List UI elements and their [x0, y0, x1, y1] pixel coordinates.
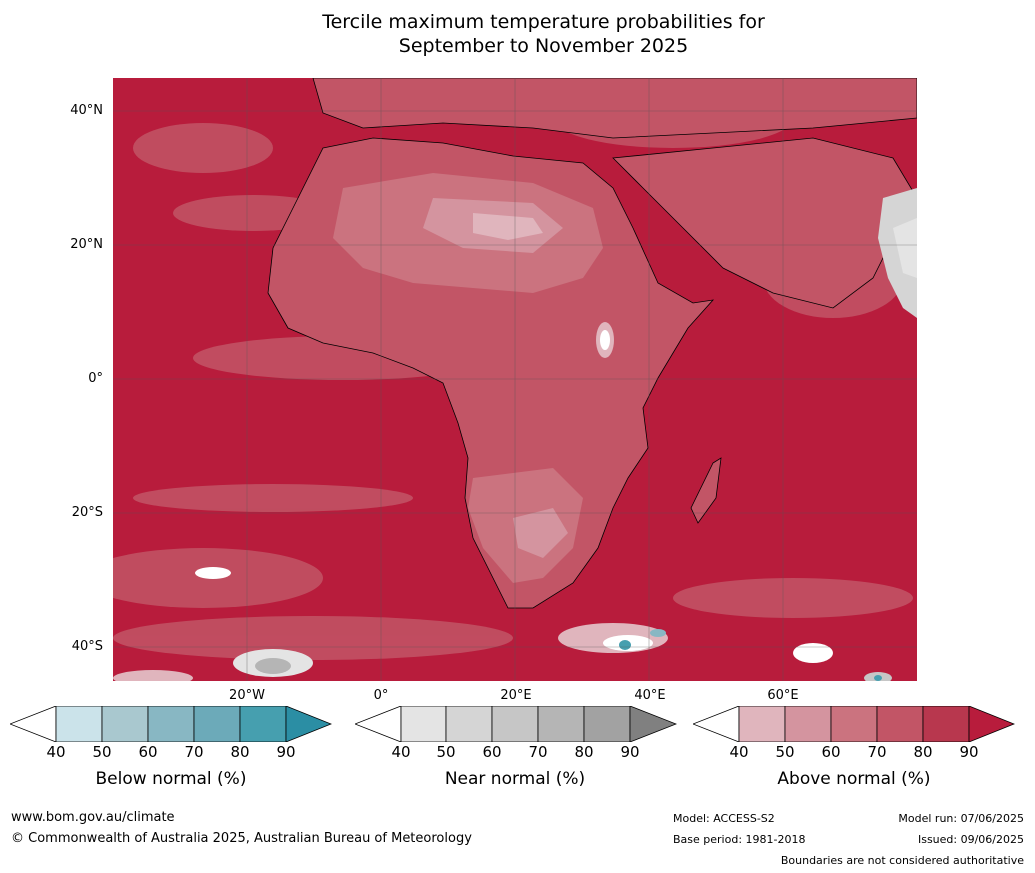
probability-map: [113, 78, 917, 681]
copyright-text: © Commonwealth of Australia 2025, Austra…: [11, 831, 472, 846]
model-name: Model: ACCESS-S2: [673, 812, 775, 825]
below-cbar-max-arrow: [285, 706, 332, 742]
southern-ocean-patches: [113, 567, 892, 681]
above-normal-colorbar: [693, 706, 1015, 742]
near-normal-colorbar: [355, 706, 677, 742]
southern-africa-core: [513, 508, 568, 558]
lon-label-60e: 60°E: [767, 688, 799, 703]
below-tick: 90: [276, 743, 296, 761]
map-canvas: [113, 78, 917, 681]
title-line-1: Tercile maximum temperature probabilitie…: [322, 11, 765, 33]
near-cbar-segment: [583, 706, 631, 742]
title-line-2: September to November 2025: [398, 35, 689, 57]
lon-label-40e: 40°E: [634, 688, 666, 703]
below-tick: 80: [230, 743, 250, 761]
below-normal-title: Below normal (%): [95, 769, 247, 789]
chart-title: Tercile maximum temperature probabilitie…: [0, 10, 1035, 58]
lat-label-20n: 20°N: [70, 237, 103, 252]
madagascar: [690, 457, 722, 524]
near-cbar-segment: [491, 706, 539, 742]
below-normal-colorbar: [10, 706, 332, 742]
india-near-normal-patch: [878, 188, 917, 318]
above-cbar-max-arrow: [968, 706, 1015, 742]
above-tick: 60: [821, 743, 841, 761]
above-cbar-segment: [922, 706, 970, 742]
below-cbar-segment: [193, 706, 241, 742]
below-cbar-segment: [101, 706, 149, 742]
lon-label-20e: 20°E: [500, 688, 532, 703]
near-tick: 50: [436, 743, 456, 761]
base-period: Base period: 1981-2018: [673, 833, 806, 846]
near-cbar-segment: [537, 706, 585, 742]
boundaries-disclaimer: Boundaries are not considered authoritat…: [780, 854, 1024, 867]
near-normal-title: Near normal (%): [444, 769, 586, 789]
model-run-date: Model run: 07/06/2025: [898, 812, 1024, 825]
near-tick: 40: [391, 743, 411, 761]
above-tick: 40: [729, 743, 749, 761]
issued-date: Issued: 09/06/2025: [917, 833, 1024, 846]
above-cbar-min-arrow: [693, 706, 740, 742]
near-tick: 60: [482, 743, 502, 761]
europe-landmass: [312, 78, 917, 139]
below-cbar-segment: [147, 706, 195, 742]
graticule: [113, 78, 917, 681]
lat-label-0: 0°: [88, 371, 103, 386]
near-cbar-segment: [445, 706, 493, 742]
above-cbar-segment: [830, 706, 878, 742]
above-tick: 80: [913, 743, 933, 761]
below-cbar-segment: [55, 706, 103, 742]
above-cbar-segment: [784, 706, 832, 742]
lon-label-0: 0°: [373, 688, 389, 703]
below-tick: 50: [92, 743, 112, 761]
east-africa-white-patch: [600, 330, 610, 350]
above-tick: 50: [775, 743, 795, 761]
near-tick: 90: [620, 743, 640, 761]
india-near-normal-core: [893, 218, 917, 278]
below-cbar-segment: [239, 706, 287, 742]
below-tick: 40: [46, 743, 66, 761]
near-cbar-segment: [400, 706, 447, 742]
above-normal-title: Above normal (%): [777, 769, 931, 789]
above-tick: 90: [959, 743, 979, 761]
below-tick: 60: [138, 743, 158, 761]
above-cbar-segment: [738, 706, 786, 742]
near-cbar-min-arrow: [355, 706, 402, 742]
lat-label-20s: 20°S: [71, 505, 103, 520]
above-tick: 70: [867, 743, 887, 761]
sahara-center: [473, 213, 543, 240]
below-cbar-min-arrow: [10, 706, 57, 742]
below-tick: 70: [184, 743, 204, 761]
website-link[interactable]: www.bom.gov.au/climate: [11, 810, 175, 825]
above-cbar-segment: [876, 706, 924, 742]
near-tick: 70: [528, 743, 548, 761]
lat-label-40n: 40°N: [70, 103, 103, 118]
lon-label-20w: 20°W: [229, 688, 265, 703]
near-tick: 80: [574, 743, 594, 761]
near-cbar-max-arrow: [629, 706, 677, 742]
arabia-landmass: [612, 137, 917, 309]
lat-label-40s: 40°S: [71, 639, 103, 654]
